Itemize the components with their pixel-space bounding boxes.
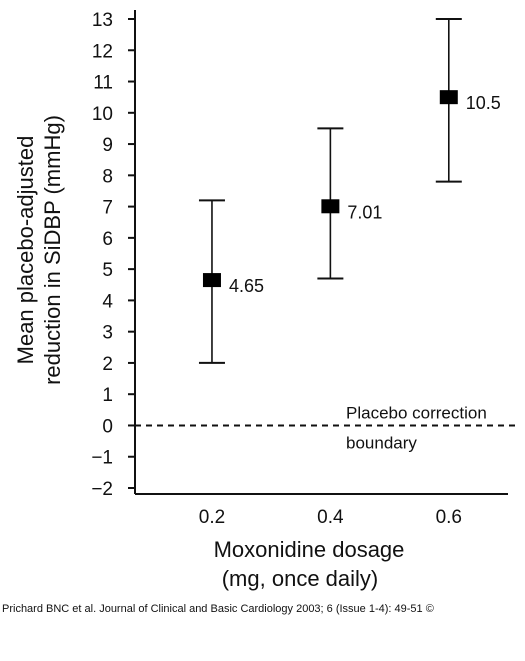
y-tick-label: 13 [92,10,113,31]
reference-label-line1: Placebo correction [346,403,487,422]
y-tick-label: 10 [92,104,113,125]
y-tick-label: 0 [102,416,113,437]
reference-line-group: Placebo correction boundary [135,403,515,452]
y-tick-label: 6 [102,229,113,250]
y-axis-title-line2: reduction in SiDBP (mmHg) [40,115,65,385]
x-tick-label: 0.4 [317,507,344,528]
y-tick-label: −1 [91,448,113,469]
y-tick-label: 5 [102,260,113,281]
citation-text: Prichard BNC et al. Journal of Clinical … [2,603,434,615]
y-axis-title-line1: Mean placebo-adjusted [13,136,38,365]
y-tick-label: 1 [102,385,113,406]
reference-label-line2: boundary [346,433,417,452]
x-tick-label: 0.6 [436,507,462,528]
y-tick-label: 3 [102,323,113,344]
y-tick-label: 4 [102,291,113,312]
axes [134,10,508,495]
y-tick-label: 12 [92,41,113,62]
data-point-marker [321,199,340,214]
x-tick-label: 0.2 [199,507,225,528]
data-points: 4.65 7.01 10.5 [198,18,501,364]
y-tick-label: 8 [102,166,113,187]
data-label: 7.01 [347,202,382,222]
y-tick-label: 2 [102,354,113,375]
data-point-marker [439,90,458,105]
y-tick-label: 7 [102,198,113,219]
data-label: 10.5 [466,93,501,113]
x-axis-title-line2: (mg, once daily) [222,566,379,591]
x-ticks: 0.2 0.4 0.6 [199,507,462,528]
x-axis-title-line1: Moxonidine dosage [214,537,405,562]
data-label: 4.65 [229,276,264,296]
data-point-marker [202,273,221,288]
y-tick-label: −2 [91,479,113,500]
y-tick-label: 9 [102,135,113,156]
y-tick-label: 11 [93,73,113,94]
